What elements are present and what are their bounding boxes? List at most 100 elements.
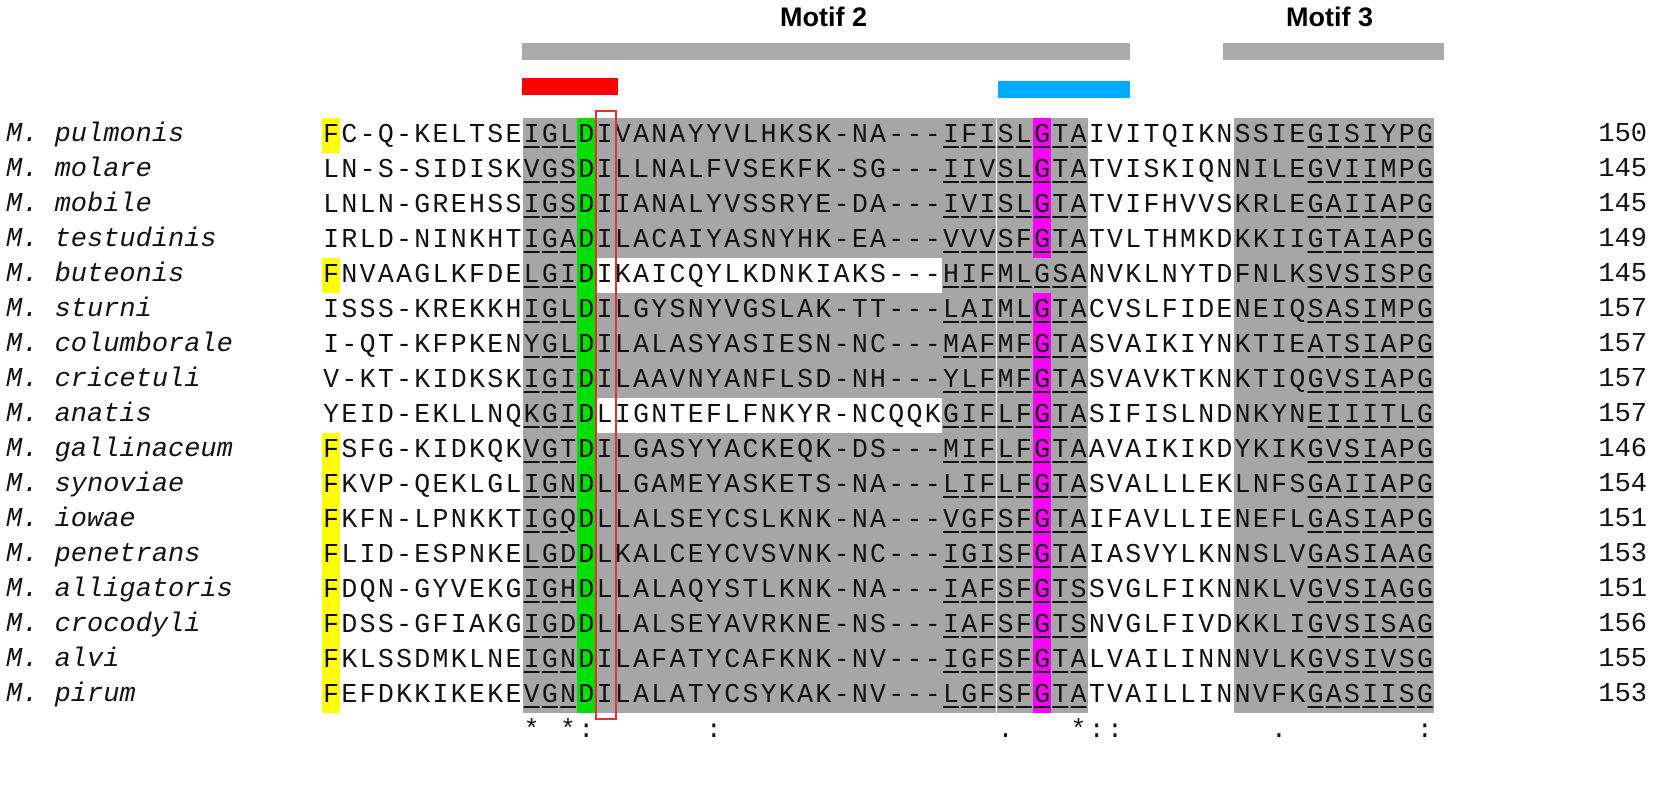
residue: A (1379, 538, 1398, 573)
residue: N (1216, 330, 1233, 360)
residue: N (851, 400, 868, 430)
residue: I (1342, 188, 1362, 223)
residue: K (487, 680, 504, 710)
residue: - (832, 223, 851, 258)
residue: K (1233, 188, 1252, 223)
species-name: M. penetrans (6, 540, 201, 570)
residue: V (1324, 573, 1343, 608)
residue: - (832, 468, 851, 503)
residue: I (1179, 120, 1196, 150)
residue: A (868, 188, 888, 223)
residue: - (832, 643, 851, 678)
residue: A (668, 118, 687, 153)
residue: L (1143, 470, 1160, 500)
residue: F (322, 258, 341, 293)
residue: K (487, 295, 504, 325)
residue: - (923, 188, 942, 223)
residue: L (996, 398, 1015, 433)
residue: E (850, 223, 869, 258)
residue: N (1233, 573, 1252, 608)
residue-count: 157 (1598, 365, 1647, 395)
residue: - (905, 293, 924, 328)
residue: N (650, 188, 669, 223)
residue: I (450, 610, 467, 640)
residue: - (341, 365, 358, 395)
residue: L (596, 400, 613, 430)
residue: A (1324, 678, 1343, 713)
residue: L (450, 120, 467, 150)
residue: S (414, 155, 431, 185)
residue: T (1051, 118, 1070, 153)
residue: K (487, 575, 504, 605)
residue: G (1306, 363, 1325, 398)
residue: G (1415, 293, 1435, 328)
residue: V (1324, 433, 1343, 468)
residue: P (432, 505, 449, 535)
residue: K (777, 643, 796, 678)
residue-count: 145 (1598, 190, 1647, 220)
residue: C (723, 643, 742, 678)
residue: F (1125, 400, 1142, 430)
residue: K (814, 433, 833, 468)
residue: I (595, 188, 614, 223)
residue: L (1269, 188, 1289, 223)
residue: I (468, 155, 485, 185)
residue: G (1032, 363, 1052, 398)
residue: M (996, 328, 1015, 363)
residue: I (1143, 680, 1160, 710)
residue: L (777, 293, 796, 328)
residue: I (359, 400, 376, 430)
residue: E (505, 680, 522, 710)
residue: V (1198, 610, 1215, 640)
residue: L (996, 468, 1015, 503)
residue: N (850, 608, 869, 643)
residue: - (833, 400, 850, 430)
residue: T (669, 400, 686, 430)
residue: N (1251, 468, 1270, 503)
species-name: M. alvi (6, 645, 120, 675)
residue: F (795, 153, 815, 188)
residue: F (322, 678, 341, 713)
residue: D (377, 225, 394, 255)
residue: Y (1269, 398, 1289, 433)
residue: A (1069, 153, 1088, 188)
residue: A (960, 328, 979, 363)
residue: L (450, 400, 467, 430)
residue: V (741, 538, 760, 573)
residue: G (1306, 433, 1325, 468)
residue: - (905, 118, 924, 153)
residue: S (741, 678, 760, 713)
residue: K (777, 503, 796, 538)
residue: N (1233, 643, 1252, 678)
residue: I (595, 223, 614, 258)
residue: G (1306, 538, 1325, 573)
residue: - (396, 435, 412, 465)
residue: H (468, 190, 485, 220)
residue: A (960, 573, 979, 608)
residue: S (996, 503, 1015, 538)
residue: A (1069, 258, 1088, 293)
species-name: M. alligatoris (6, 575, 233, 605)
residue: G (1415, 503, 1435, 538)
residue: F (359, 505, 376, 535)
residue: G (540, 328, 559, 363)
residue: G (1415, 398, 1435, 433)
motif-2-label: Motif 2 (780, 2, 867, 32)
residue: T (1088, 225, 1105, 255)
residue: S (996, 153, 1015, 188)
residue: G (1032, 433, 1052, 468)
residue: V (868, 643, 888, 678)
residue: - (832, 608, 851, 643)
residue: - (905, 538, 924, 573)
residue: L (341, 540, 358, 570)
species-name: M. columborale (6, 330, 233, 360)
residue: N (1198, 400, 1215, 430)
residue: F (1014, 468, 1033, 503)
residue: N (341, 190, 358, 220)
residue: D (450, 155, 467, 185)
residue: L (941, 293, 961, 328)
residue: F (1014, 643, 1033, 678)
residue: G (633, 400, 649, 430)
